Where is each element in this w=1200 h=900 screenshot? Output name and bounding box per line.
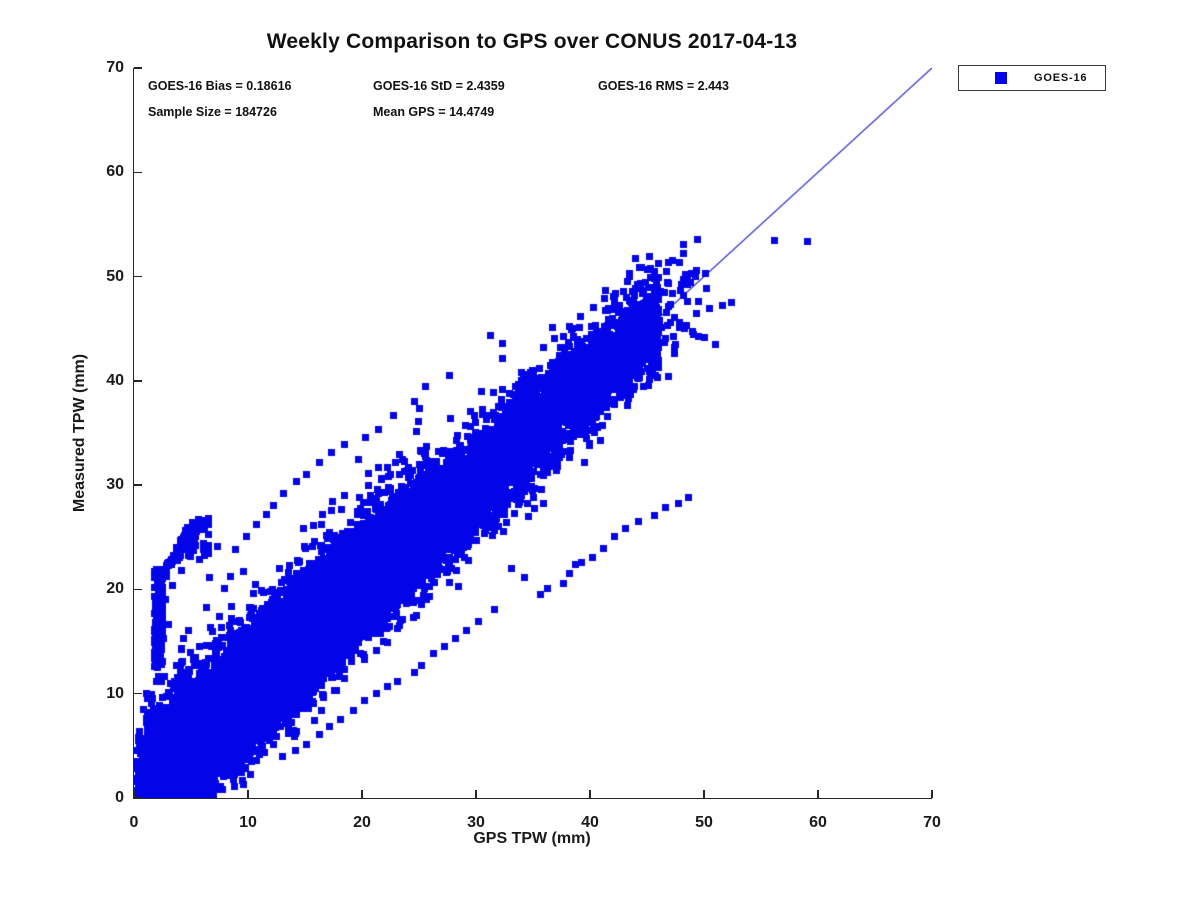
stat-std: GOES-16 StD = 2.4359 — [373, 79, 505, 93]
y-axis-tick-label: 10 — [106, 684, 124, 702]
stat-mean-gps: Mean GPS = 14.4749 — [373, 105, 495, 119]
y-axis-tick-label: 30 — [106, 476, 124, 494]
x-axis-tick-label: 0 — [129, 814, 139, 831]
x-axis-tick-label: 50 — [695, 814, 713, 831]
y-axis-tick — [134, 588, 142, 591]
legend: GOES-16 — [958, 65, 1106, 91]
x-axis-tick — [589, 790, 591, 798]
y-axis-tick — [134, 692, 142, 695]
y-axis-tick — [134, 797, 142, 799]
x-axis-tick — [817, 790, 819, 798]
stat-sample-size: Sample Size = 184726 — [148, 105, 277, 119]
x-axis-tick-label: 70 — [923, 814, 941, 831]
chart-title: Weekly Comparison to GPS over CONUS 2017… — [266, 30, 798, 53]
x-axis-tick-label: 40 — [581, 814, 599, 831]
y-axis-tick — [134, 484, 142, 486]
x-axis-tick — [475, 790, 477, 798]
y-axis-tick — [134, 275, 142, 278]
y-axis-tick — [134, 380, 142, 382]
stat-bias: GOES-16 Bias = 0.18616 — [148, 79, 292, 93]
legend-label-goes16: GOES-16 — [1034, 72, 1088, 84]
y-axis-tick-label: 40 — [106, 371, 124, 389]
x-axis-tick — [247, 790, 249, 798]
y-axis-tick-label: 60 — [106, 163, 124, 181]
x-axis-tick — [931, 790, 933, 798]
y-axis-label: Measured TPW (mm) — [71, 353, 88, 513]
x-axis-tick — [703, 790, 705, 798]
y-axis-tick — [134, 171, 142, 174]
plot-area: 0 10 20 30 40 50 60 70 0 10 20 30 40 50 60 70 — [106, 59, 941, 831]
y-axis-tick-label: 70 — [106, 59, 124, 76]
x-axis-tick-label: 20 — [353, 814, 371, 831]
y-axis-tick-label: 20 — [106, 580, 124, 598]
legend-marker-square-icon — [995, 72, 1007, 84]
x-axis-label: GPS TPW (mm) — [473, 830, 591, 847]
y-axis-tick — [134, 67, 142, 69]
y-axis-tick-label: 0 — [115, 789, 124, 806]
scatter-canvas — [134, 68, 932, 798]
x-axis-tick — [361, 790, 363, 798]
x-axis-tick-label: 60 — [809, 814, 827, 831]
stat-rms: GOES-16 RMS = 2.443 — [598, 79, 729, 93]
y-axis-tick-label: 50 — [106, 267, 124, 285]
x-axis-tick — [133, 790, 135, 798]
x-axis-tick-label: 30 — [467, 814, 485, 831]
x-axis-tick-label: 10 — [239, 814, 257, 831]
